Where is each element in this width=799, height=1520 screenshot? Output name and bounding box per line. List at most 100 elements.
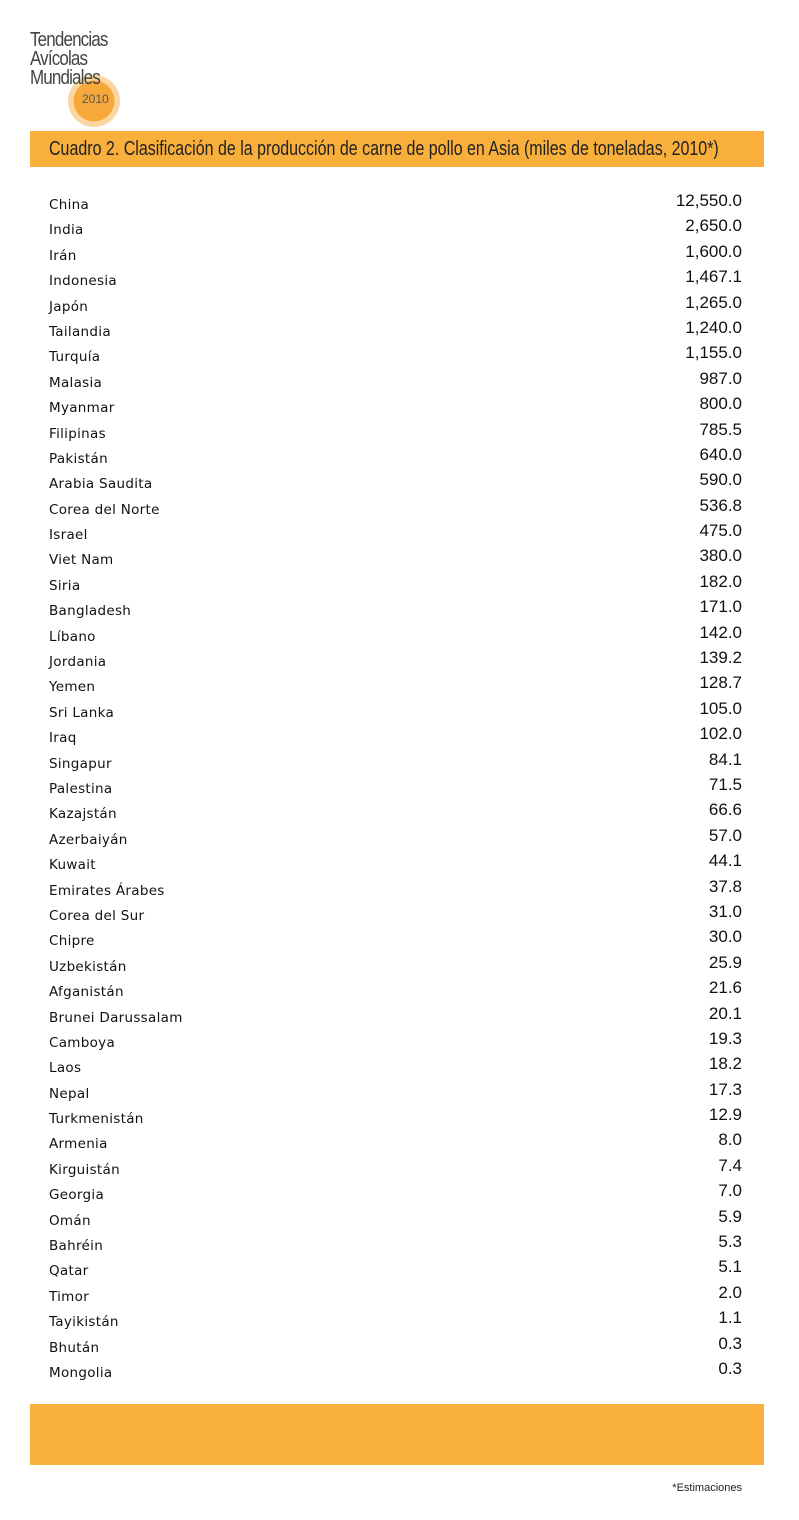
production-value: 139.2 [699,648,742,668]
country-name: Turkmenistán [49,1111,144,1128]
table-row: Camboya 19.3 [0,1029,799,1054]
production-value: 71.5 [708,774,742,794]
table-row: Myanmar 800.0 [0,394,799,419]
table-row: Arabia Saudita 590.0 [0,470,799,495]
country-name: Viet Nam [49,552,114,569]
country-name: Arabia Saudita [49,476,153,493]
table-row: Irán 1,600.0 [0,242,799,267]
production-value: 105.0 [699,698,742,718]
country-name: Bangladesh [49,603,132,620]
production-value: 20.1 [708,1003,742,1023]
country-name: Pakistán [49,450,108,467]
table-row: Timor 2.0 [0,1283,799,1308]
production-value: 1.1 [718,1308,742,1328]
table-row: Palestina 71.5 [0,775,799,800]
production-value: 19.3 [708,1028,742,1048]
table-row: Líbano 142.0 [0,623,799,648]
production-value: 5.3 [718,1232,742,1252]
table-row: Afganistán 21.6 [0,978,799,1003]
production-value: 536.8 [699,495,742,515]
country-name: Qatar [49,1263,89,1280]
table-row: Malasia 987.0 [0,369,799,394]
table-row: Israel 475.0 [0,521,799,546]
table-row: India 2,650.0 [0,216,799,241]
country-name: Palestina [49,780,113,797]
production-value: 1,265.0 [685,292,742,312]
production-value: 17.3 [708,1079,742,1099]
table-row: Iraq 102.0 [0,724,799,749]
production-value: 21.6 [708,978,742,998]
logo-year: 2010 [82,92,109,106]
production-value: 380.0 [699,546,742,566]
production-value: 640.0 [699,444,742,464]
country-name: Timor [49,1288,90,1305]
country-name: Armenia [49,1136,108,1153]
production-value: 1,240.0 [685,317,742,337]
production-value: 142.0 [699,622,742,642]
country-name: Corea del Sur [49,907,145,924]
table-row: Laos 18.2 [0,1054,799,1079]
country-name: India [49,222,84,239]
country-name: Chipre [49,933,95,950]
table-row: Bangladesh 171.0 [0,597,799,622]
footnote: *Estimaciones [672,1482,742,1494]
production-value: 31.0 [708,901,742,921]
production-value: 2,650.0 [685,216,742,236]
table-row: Yemen 128.7 [0,673,799,698]
production-value: 5.1 [718,1257,742,1277]
country-name: Tailandia [49,323,111,340]
country-name: Afganistán [49,984,124,1001]
country-name: Líbano [49,628,96,645]
table-row: Tailandia 1,240.0 [0,318,799,343]
table-row: Kuwait 44.1 [0,851,799,876]
production-value: 84.1 [708,749,742,769]
production-value: 66.6 [708,800,742,820]
table-row: Armenia 8.0 [0,1130,799,1155]
production-value: 102.0 [699,724,742,744]
logo-line1: Tendencias [30,29,108,51]
production-value: 44.1 [708,851,742,871]
table-row: Qatar 5.1 [0,1257,799,1282]
table-row: Kazajstán 66.6 [0,800,799,825]
country-name: Iraq [49,730,77,747]
production-value: 18.2 [708,1054,742,1074]
table-row: Mongolia 0.3 [0,1359,799,1384]
country-name: Yemen [49,679,96,696]
production-value: 7.4 [718,1155,742,1175]
table-row: Japón 1,265.0 [0,293,799,318]
table-row: Tayikistán 1.1 [0,1308,799,1333]
country-name: Myanmar [49,400,115,417]
logo-line2: Avícolas [30,48,88,70]
table-row: Kirguistán 7.4 [0,1156,799,1181]
table-row: Bahréin 5.3 [0,1232,799,1257]
production-value: 1,600.0 [685,241,742,261]
country-name: Omán [49,1212,91,1229]
country-name: Malasia [49,374,103,391]
production-value: 1,155.0 [685,343,742,363]
table-row: Chipre 30.0 [0,927,799,952]
production-value: 182.0 [699,571,742,591]
country-name: Jordania [49,654,107,671]
production-value: 2.0 [718,1282,742,1302]
production-value: 590.0 [699,470,742,490]
table-row: Omán 5.9 [0,1207,799,1232]
country-name: Bahréin [49,1238,104,1255]
production-value: 171.0 [699,597,742,617]
table-row: Pakistán 640.0 [0,445,799,470]
footer-bar [30,1404,764,1465]
production-value: 37.8 [708,876,742,896]
production-value: 12,550.0 [675,191,742,210]
production-value: 57.0 [708,825,742,845]
table-row: Filipinas 785.5 [0,420,799,445]
production-value: 25.9 [708,952,742,972]
table-row: Corea del Sur 31.0 [0,902,799,927]
table-row: Sri Lanka 105.0 [0,699,799,724]
country-name: Filipinas [49,425,106,442]
production-value: 128.7 [699,673,742,693]
country-name: Nepal [49,1085,90,1102]
country-name: Japón [49,298,89,315]
table-row: Uzbekistán 25.9 [0,953,799,978]
country-name: Kazajstán [49,806,117,823]
country-name: Uzbekistán [49,958,127,975]
country-name: Israel [49,527,88,544]
